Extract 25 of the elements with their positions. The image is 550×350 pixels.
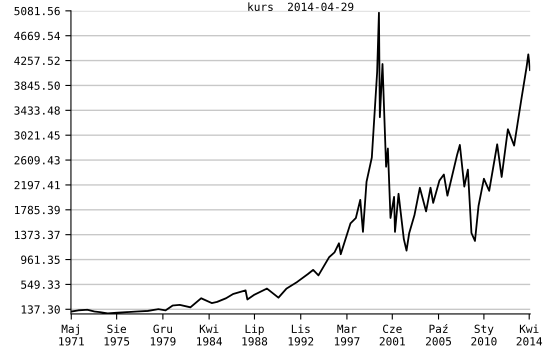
y-tick-label: 1373.37 [15,230,60,240]
y-tick-label: 2197.41 [14,180,60,190]
y-tick-label: 549.33 [21,280,60,289]
x-tick-label: Paź 2005 [426,324,452,346]
x-tick-label: Maj 1971 [59,324,84,346]
x-tick-label: Lis 1992 [288,324,314,346]
y-tick-label: 2609.43 [14,156,60,164]
x-tick-label: Mar 1997 [334,324,360,346]
y-tick-label: 3845.50 [14,81,60,90]
y-tick-label: 1785.39 [15,206,60,214]
x-tick-label: Gru 1979 [150,324,176,346]
y-tick-label: 137.30 [22,305,60,314]
x-tick-label: Lip 1988 [242,324,268,346]
chart-title: kurs 2014-04-29 [248,2,354,12]
x-tick-label: Sty 2010 [471,324,497,346]
y-tick-label: 3021.45 [14,131,60,140]
y-tick-label: 5081.56 [14,6,60,16]
y-tick-label: 4669.54 [14,32,60,40]
x-tick-label: Kwi 2014 [516,324,542,346]
y-tick-label: 961.35 [21,256,60,264]
x-tick-label: Kwi 1984 [197,324,222,346]
y-tick-label: 3433.48 [14,106,60,115]
x-tick-label: Sie 1975 [104,324,130,346]
y-tick-label: 4257.52 [14,56,60,65]
x-tick-label: Cze 2001 [380,324,405,346]
